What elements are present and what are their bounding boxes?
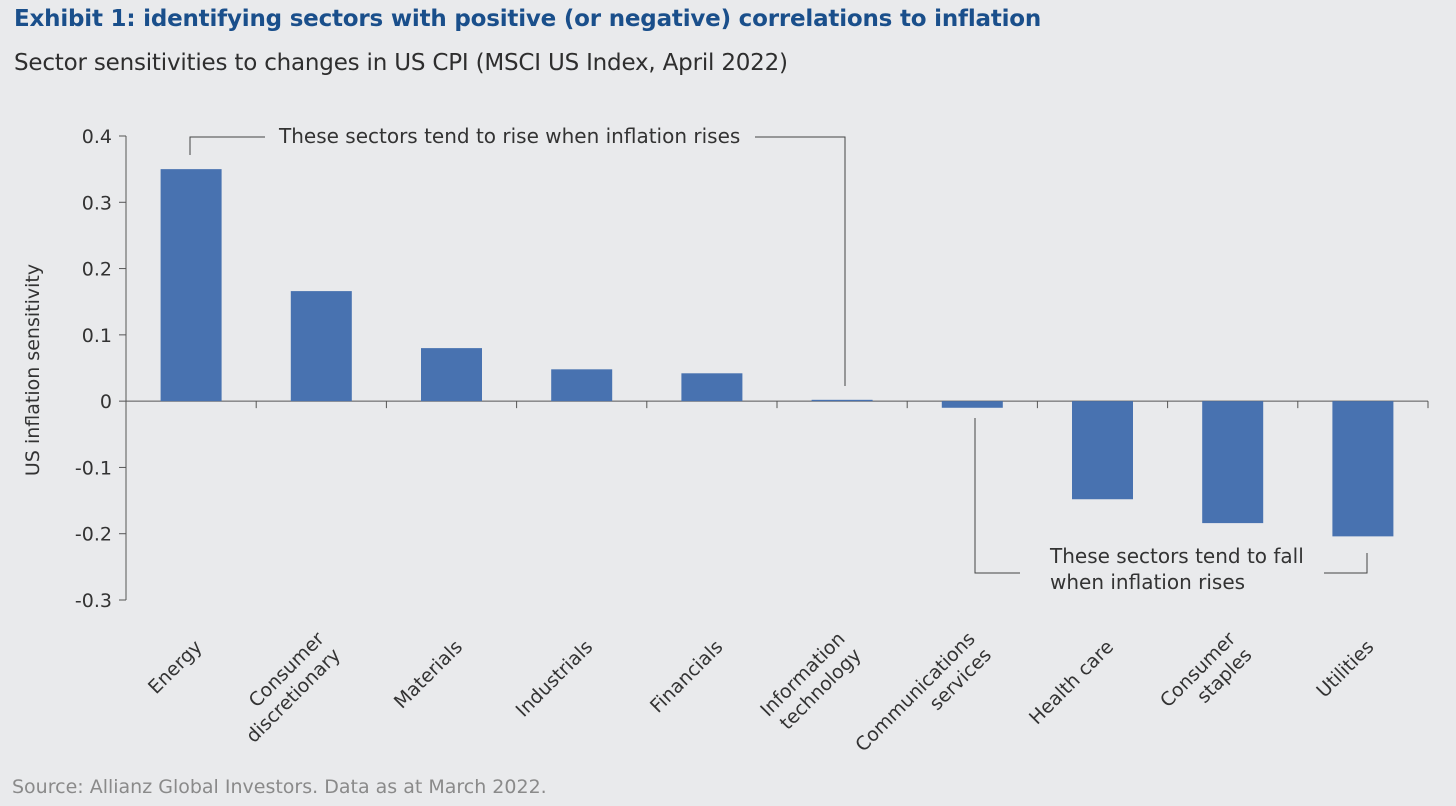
category-label: Health care xyxy=(1025,636,1118,729)
chart-title: Exhibit 1: identifying sectors with posi… xyxy=(14,6,1042,32)
fall-annotation-line2: when inflation rises xyxy=(1050,570,1245,594)
y-axis-label: US inflation sensitivity xyxy=(22,264,44,476)
fall-bracket-left xyxy=(974,418,1020,574)
category-label: Consumerstaples xyxy=(1156,628,1256,728)
category-label: Financials xyxy=(646,636,727,717)
bar xyxy=(1072,401,1133,500)
category-labels: Energy Consumerdiscretionary Materials Indu… xyxy=(144,628,1378,773)
category-label: Utilities xyxy=(1312,636,1378,702)
category-label: Materials xyxy=(390,636,467,713)
bar xyxy=(1202,401,1264,524)
y-tick-label: -0.3 xyxy=(75,590,112,612)
bar xyxy=(290,291,352,402)
rise-annotation: These sectors tend to rise when inflatio… xyxy=(278,124,740,148)
annotations: These sectors tend to rise when inflatio… xyxy=(189,124,1368,594)
bar xyxy=(160,169,222,402)
rise-bracket-right xyxy=(755,136,846,386)
chart-subtitle: Sector sensitivities to changes in US CP… xyxy=(14,50,788,76)
y-tick-label: 0.1 xyxy=(82,325,112,347)
source-note: Source: Allianz Global Investors. Data a… xyxy=(12,776,547,798)
y-tick-label: -0.2 xyxy=(75,524,112,546)
rise-bracket-left xyxy=(189,136,265,155)
bar xyxy=(421,348,482,402)
category-label: Consumerdiscretionary xyxy=(226,628,346,748)
y-tick-label: -0.1 xyxy=(75,457,112,479)
category-label: Communicationsservices xyxy=(851,628,996,773)
category-label: Energy xyxy=(144,636,207,699)
y-tick-label: 0.4 xyxy=(82,126,112,148)
bar xyxy=(941,401,1003,408)
fall-annotation-line1: These sectors tend to fall xyxy=(1049,544,1304,568)
bar xyxy=(1332,401,1394,537)
bar xyxy=(551,369,613,402)
bars xyxy=(160,169,1394,537)
bar xyxy=(811,399,873,402)
bar xyxy=(681,373,743,402)
category-label: Industrials xyxy=(512,636,598,722)
y-axis: 0.4 0.3 0.2 0.1 0 -0.1 -0.2 -0.3 xyxy=(75,126,127,612)
y-tick-label: 0.3 xyxy=(82,192,112,214)
fall-bracket-right xyxy=(1324,553,1368,574)
y-tick-label: 0 xyxy=(100,391,112,413)
category-label: Informationtechnology xyxy=(756,628,866,738)
y-tick-label: 0.2 xyxy=(82,259,112,281)
